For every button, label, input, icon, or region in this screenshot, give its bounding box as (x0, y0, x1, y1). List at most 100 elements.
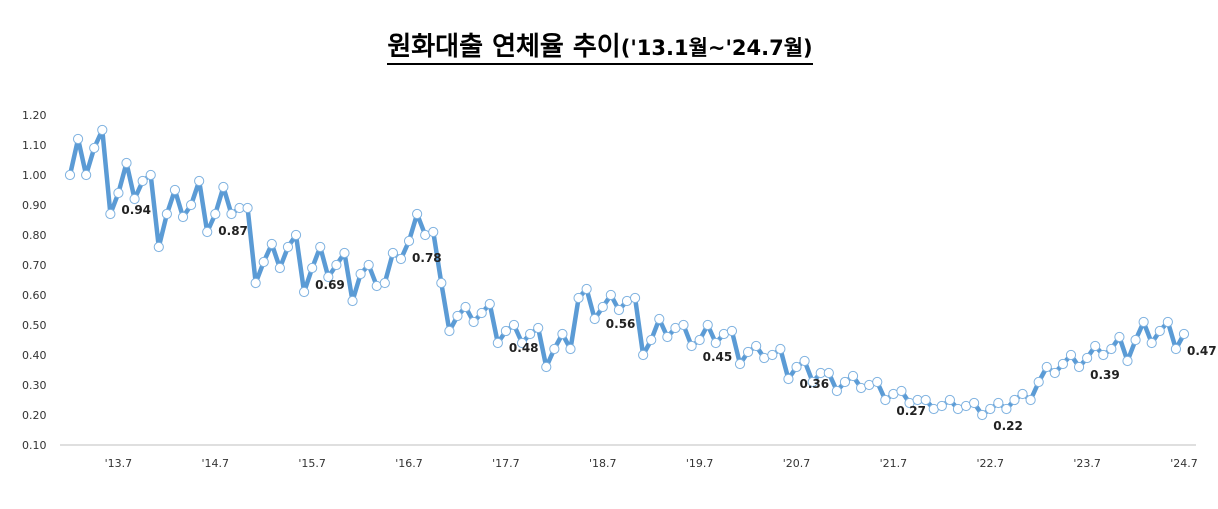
data-point (258, 256, 269, 268)
data-point (1162, 316, 1173, 328)
x-tick-label: '13.7 (105, 457, 133, 470)
data-point (1025, 394, 1036, 406)
x-tick-label: '19.7 (686, 457, 714, 470)
data-point (363, 259, 374, 271)
data-point (686, 340, 697, 352)
data-point (1146, 337, 1157, 349)
y-tick-label: 0.80 (22, 229, 47, 242)
y-tick-label: 1.00 (22, 169, 47, 182)
data-point (387, 247, 398, 259)
data-point (282, 241, 294, 253)
data-point (202, 226, 213, 238)
data-point (807, 376, 818, 388)
data-point (638, 349, 649, 361)
data-point (734, 358, 746, 370)
data-point (169, 184, 181, 196)
data-point (412, 208, 423, 220)
data-point (541, 361, 552, 373)
data-point (1138, 316, 1149, 328)
y-tick-label: 0.20 (22, 409, 47, 422)
data-point (557, 328, 568, 340)
data-point (589, 313, 600, 325)
data-point (702, 319, 713, 331)
y-tick-label: 1.10 (22, 139, 47, 152)
data-point (347, 295, 358, 307)
data-point (299, 286, 310, 298)
data-point (1073, 361, 1085, 373)
data-point (791, 361, 802, 373)
data-point (153, 241, 164, 253)
data-point (194, 175, 205, 187)
x-tick-label: '17.7 (492, 457, 520, 470)
data-point (315, 241, 326, 253)
data-point (105, 208, 116, 220)
data-point (290, 229, 302, 241)
data-label: 0.69 (315, 278, 345, 292)
data-label: 0.39 (1090, 368, 1120, 382)
x-tick-label: '14.7 (202, 457, 230, 470)
y-tick-label: 0.70 (22, 259, 47, 272)
y-tick-label: 0.90 (22, 199, 47, 212)
data-point (185, 199, 197, 211)
data-point (742, 346, 754, 358)
data-point (64, 169, 76, 181)
data-point (694, 334, 705, 346)
data-point (1049, 367, 1060, 379)
data-label: 0.78 (412, 251, 442, 265)
data-point (145, 169, 156, 181)
data-point (613, 304, 625, 316)
data-point (428, 226, 439, 238)
data-point (460, 301, 471, 313)
data-point (662, 331, 673, 343)
x-tick-label: '21.7 (880, 457, 908, 470)
data-point (1017, 388, 1028, 400)
data-point (1090, 340, 1101, 352)
data-point (1082, 352, 1093, 364)
data-point (129, 193, 140, 205)
data-point (250, 277, 261, 289)
data-point (944, 394, 955, 406)
y-tick-label: 0.40 (22, 349, 47, 362)
data-point (307, 262, 318, 274)
data-point (508, 319, 520, 331)
data-point (1065, 349, 1077, 361)
x-tick-label: '24.7 (1170, 457, 1198, 470)
x-tick-label: '23.7 (1073, 457, 1101, 470)
x-tick-label: '16.7 (395, 457, 423, 470)
data-point (969, 397, 980, 409)
data-point (880, 394, 891, 406)
data-point (751, 340, 762, 352)
y-tick-label: 0.30 (22, 379, 47, 392)
data-point (218, 181, 229, 193)
data-point (993, 397, 1004, 409)
chart-title-main: 원화대출 연체율 추이 (387, 32, 621, 62)
data-point (516, 337, 528, 349)
data-point (581, 283, 592, 295)
data-point (81, 169, 92, 181)
data-point (468, 316, 479, 328)
data-point (605, 289, 616, 301)
data-point (403, 235, 415, 247)
data-point (710, 337, 721, 349)
data-point (678, 319, 689, 331)
data-label: 0.48 (509, 341, 539, 355)
data-point (161, 208, 172, 220)
chart-title-period: ('13.1월~'24.7월) (620, 36, 813, 60)
data-point (597, 301, 608, 313)
data-point (476, 307, 487, 319)
data-point (500, 325, 512, 337)
data-point (1154, 325, 1165, 337)
data-label: 0.36 (800, 377, 830, 391)
data-point (395, 253, 407, 265)
data-point (646, 334, 657, 346)
data-point (444, 325, 455, 337)
data-point (726, 325, 738, 337)
data-point (113, 187, 124, 199)
data-point (977, 409, 988, 421)
data-point (379, 277, 390, 289)
data-label: 0.22 (993, 419, 1023, 433)
x-tick-label: '22.7 (976, 457, 1004, 470)
data-point (1114, 331, 1125, 343)
data-point (1001, 403, 1012, 415)
